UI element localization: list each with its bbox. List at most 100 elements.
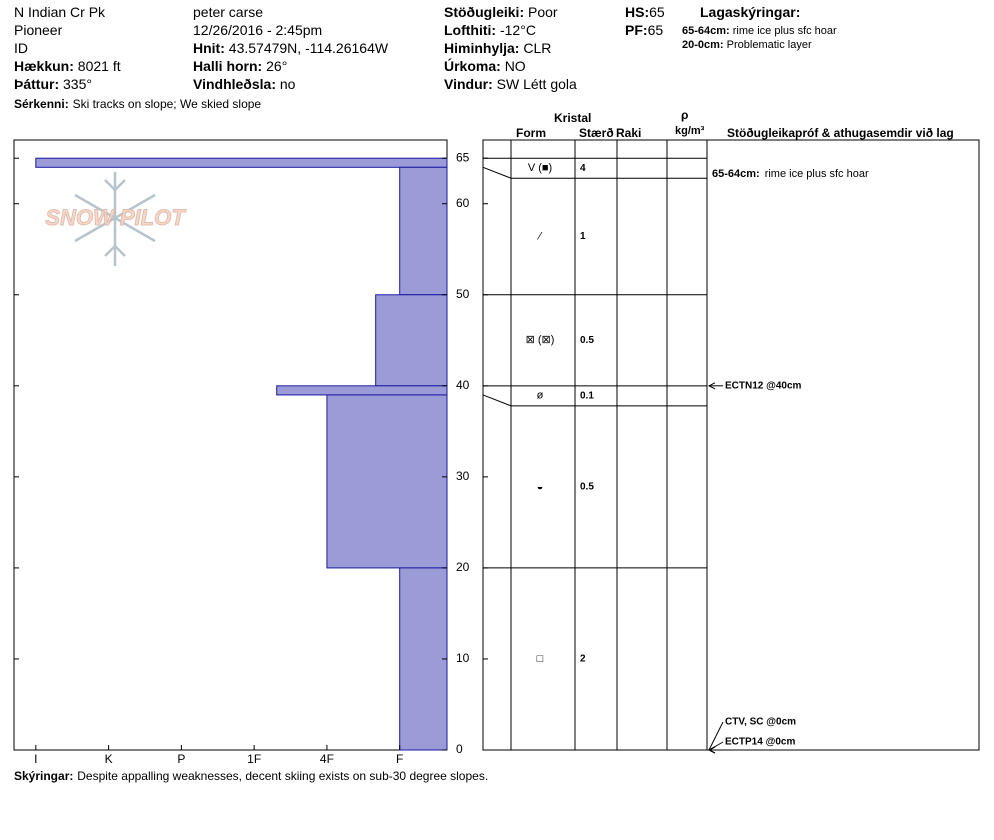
label: Þáttur:	[14, 76, 60, 92]
crystal-size: 2	[580, 654, 586, 665]
test-arrowhead	[707, 746, 716, 754]
y-tick-label: 40	[456, 378, 470, 392]
pf: PF:65	[625, 22, 663, 38]
hardness-bar	[276, 385, 448, 396]
crystal-form: V (■)	[528, 162, 552, 174]
label: Halli horn:	[193, 58, 263, 74]
label: Lagaskýringar:	[700, 4, 801, 20]
label: Hækkun:	[14, 58, 74, 74]
crystal-form: ⊠ (⊠)	[526, 334, 555, 346]
x-tick-label: K	[105, 752, 113, 766]
logo: SNOW PILOT	[45, 205, 186, 230]
value: 8021 ft	[77, 58, 121, 74]
comment-text: rime ice plus sfc hoar	[765, 168, 869, 180]
test-label: ECTP14 @0cm	[725, 737, 795, 748]
value: SW Létt gola	[496, 76, 577, 92]
hardness-bar	[326, 394, 448, 569]
column-header: Kristal	[554, 111, 592, 125]
value: 26°	[266, 58, 288, 74]
column-lines	[510, 140, 708, 750]
legend-item: 65-64cm: rime ice plus sfc hoar	[682, 23, 837, 39]
label: Vindhleðsla:	[193, 76, 276, 92]
column-header: Stöðugleikapróf & athugasemdir við lag	[727, 126, 954, 140]
label: Vindur:	[444, 76, 493, 92]
value: 43.57479N, -114.26164W	[228, 40, 389, 56]
crystal-form: □	[537, 653, 544, 665]
crystal-form: ◒	[537, 481, 544, 493]
hardness-bar	[35, 157, 448, 168]
label: Stöðugleiki:	[444, 4, 525, 20]
test-arrowhead	[707, 382, 716, 390]
column-header: Raki	[616, 126, 642, 140]
crystal-size: 4	[580, 163, 586, 174]
value: NO	[504, 58, 526, 74]
label: Sérkenni:	[14, 97, 69, 111]
hardness-bar	[375, 294, 448, 387]
aspect: Þáttur: 335°	[14, 76, 92, 92]
value: Problematic layer	[726, 39, 812, 51]
x-tick-label: 4F	[320, 752, 334, 766]
hs: HS:65	[625, 4, 665, 20]
legend-item: 20-0cm: Problematic layer	[682, 37, 812, 53]
crystal-frame	[482, 139, 980, 751]
features: Sérkenni: Ski tracks on slope; We skied …	[14, 95, 261, 112]
x-tick-label: F	[396, 752, 403, 766]
comment-label: 65-64cm:	[712, 168, 760, 180]
crystal-form: ø	[537, 390, 544, 402]
column-header: Stærð	[579, 126, 614, 140]
label: Lofthiti:	[444, 22, 497, 38]
crystal-size: 0.5	[580, 482, 594, 493]
y-tick-label: 60	[456, 196, 470, 210]
coords: Hnit: 43.57479N, -114.26164W	[193, 40, 388, 56]
value: Ski tracks on slope; We skied slope	[72, 97, 262, 111]
y-tick-label: 20	[456, 560, 470, 574]
label: Himinhylja:	[444, 40, 520, 56]
label: 65-64cm:	[682, 25, 730, 37]
label: Skýringar:	[14, 769, 74, 783]
logo-flake	[74, 172, 156, 266]
column-header: kg/m³	[675, 125, 705, 137]
state: ID	[14, 40, 28, 56]
value: 65	[649, 4, 665, 20]
location: N Indian Cr Pk	[14, 4, 106, 20]
x-tick-label: 1F	[247, 752, 261, 766]
y-tick-label: 30	[456, 469, 470, 483]
crystal-form: ⁄	[536, 230, 543, 242]
stability: Stöðugleiki: Poor	[444, 4, 558, 20]
label: 20-0cm:	[682, 39, 724, 51]
value: Poor	[528, 4, 558, 20]
test-arrow	[708, 721, 724, 751]
range: Pioneer	[14, 22, 63, 38]
y-tick-label: 0	[456, 742, 463, 756]
x-tick-label: P	[177, 752, 185, 766]
hardness-bar	[399, 166, 448, 296]
precip: Úrkoma: NO	[444, 58, 526, 74]
value: Despite appalling weaknesses, decent ski…	[77, 769, 489, 783]
y-tick-label: 50	[456, 287, 470, 301]
layer-connector	[482, 166, 512, 179]
value: 65	[647, 22, 664, 38]
wind-loading: Vindhleðsla: no	[193, 76, 295, 92]
air-temp: Lofthiti: -12°C	[444, 22, 536, 38]
slope: Halli horn: 26°	[193, 58, 287, 74]
y-tick-label: 10	[456, 651, 470, 665]
layer-connector	[482, 394, 512, 407]
value: CLR	[523, 40, 552, 56]
label: PF:	[625, 22, 648, 38]
column-header: ρ	[681, 108, 689, 122]
label: Úrkoma:	[444, 58, 501, 74]
observer: peter carse	[193, 4, 264, 20]
value: rime ice plus sfc hoar	[732, 25, 837, 37]
wind: Vindur: SW Létt gola	[444, 76, 577, 92]
label: Hnit:	[193, 40, 225, 56]
crystal-size: 0.5	[580, 335, 594, 346]
column-header: Form	[516, 126, 546, 140]
value: no	[279, 76, 296, 92]
crystal-size: 0.1	[580, 390, 594, 401]
y-tick-label: 65	[456, 150, 470, 164]
footer: Skýringar: Despite appalling weaknesses,…	[14, 767, 488, 784]
datetime: 12/26/2016 - 2:45pm	[193, 22, 323, 38]
test-label: ECTN12 @40cm	[725, 380, 802, 391]
